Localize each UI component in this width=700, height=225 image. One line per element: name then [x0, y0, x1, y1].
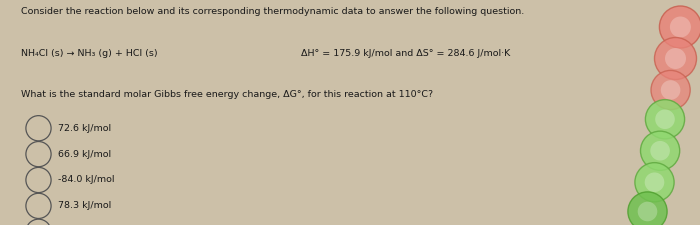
Ellipse shape: [645, 100, 685, 139]
Ellipse shape: [665, 48, 686, 69]
Ellipse shape: [645, 172, 664, 192]
Ellipse shape: [628, 192, 667, 225]
Text: Consider the reaction below and its corresponding thermodynamic data to answer t: Consider the reaction below and its corr…: [21, 7, 524, 16]
Ellipse shape: [638, 202, 657, 221]
Ellipse shape: [640, 131, 680, 170]
Ellipse shape: [635, 163, 674, 202]
Text: 72.6 kJ/mol: 72.6 kJ/mol: [58, 124, 111, 133]
Ellipse shape: [661, 80, 680, 100]
Ellipse shape: [654, 38, 696, 79]
Text: ΔH° = 175.9 kJ/mol and ΔS° = 284.6 J/mol·K: ΔH° = 175.9 kJ/mol and ΔS° = 284.6 J/mol…: [301, 50, 510, 58]
Ellipse shape: [659, 6, 700, 48]
Ellipse shape: [670, 16, 691, 38]
Text: -84.0 kJ/mol: -84.0 kJ/mol: [58, 176, 115, 184]
Ellipse shape: [655, 109, 675, 129]
Text: 78.3 kJ/mol: 78.3 kJ/mol: [58, 201, 111, 210]
Ellipse shape: [650, 141, 670, 161]
Ellipse shape: [651, 70, 690, 110]
Text: What is the standard molar Gibbs free energy change, ΔG°, for this reaction at 1: What is the standard molar Gibbs free en…: [21, 90, 433, 99]
Text: 66.9 kJ/mol: 66.9 kJ/mol: [58, 150, 111, 159]
Text: NH₄Cl (s) → NH₃ (g) + HCl (s): NH₄Cl (s) → NH₃ (g) + HCl (s): [21, 50, 158, 58]
